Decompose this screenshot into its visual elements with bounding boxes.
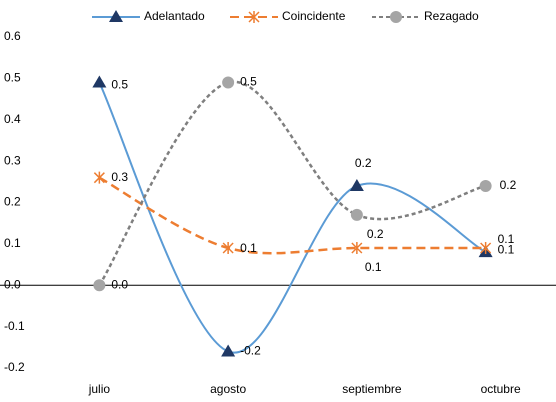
marker bbox=[248, 11, 260, 23]
marker bbox=[350, 208, 363, 221]
marker bbox=[93, 171, 105, 184]
y-tick-label: 0.2 bbox=[4, 195, 21, 209]
value-label: 0.2 bbox=[367, 227, 384, 241]
y-tick-label: 0.1 bbox=[4, 236, 21, 250]
x-tick-label: septiembre bbox=[342, 382, 402, 396]
y-tick-label: 0.5 bbox=[4, 71, 21, 85]
y-tick-label: 0.6 bbox=[4, 29, 21, 43]
marker bbox=[92, 75, 107, 88]
value-label: 0.2 bbox=[500, 178, 517, 192]
marker bbox=[222, 76, 235, 89]
x-tick-label: octubre bbox=[481, 382, 521, 396]
x-tick-label: agosto bbox=[210, 382, 246, 396]
value-label: 0.2 bbox=[355, 156, 372, 170]
marker bbox=[479, 179, 492, 192]
series-line bbox=[98, 80, 486, 286]
marker bbox=[349, 178, 364, 191]
y-tick-label: 0.3 bbox=[4, 153, 21, 167]
y-tick-label: -0.1 bbox=[4, 319, 25, 333]
value-label: 0.1 bbox=[498, 242, 515, 256]
y-tick-label: -0.2 bbox=[4, 360, 25, 374]
value-label: 0.0 bbox=[111, 277, 128, 291]
marker bbox=[221, 344, 236, 357]
value-label: -0.2 bbox=[240, 344, 261, 358]
value-label: 0.5 bbox=[240, 75, 257, 89]
value-label: 0.5 bbox=[111, 78, 128, 92]
series-line bbox=[98, 176, 486, 255]
marker bbox=[390, 11, 402, 23]
series-line bbox=[98, 82, 487, 354]
marker bbox=[93, 279, 106, 292]
y-tick-label: 0.0 bbox=[4, 277, 21, 291]
marker bbox=[222, 242, 234, 255]
legend-label: Adelantado bbox=[144, 9, 205, 23]
value-label: 0.1 bbox=[365, 260, 382, 274]
marker bbox=[480, 242, 492, 255]
x-tick-label: julio bbox=[88, 382, 111, 396]
y-tick-label: 0.4 bbox=[4, 112, 21, 126]
legend-label: Coincidente bbox=[282, 9, 346, 23]
value-label: 0.3 bbox=[111, 170, 128, 184]
marker bbox=[109, 10, 123, 22]
legend-label: Rezagado bbox=[424, 9, 479, 23]
value-label: 0.1 bbox=[240, 241, 257, 255]
value-label: 0.1 bbox=[498, 232, 515, 246]
marker bbox=[351, 242, 363, 255]
